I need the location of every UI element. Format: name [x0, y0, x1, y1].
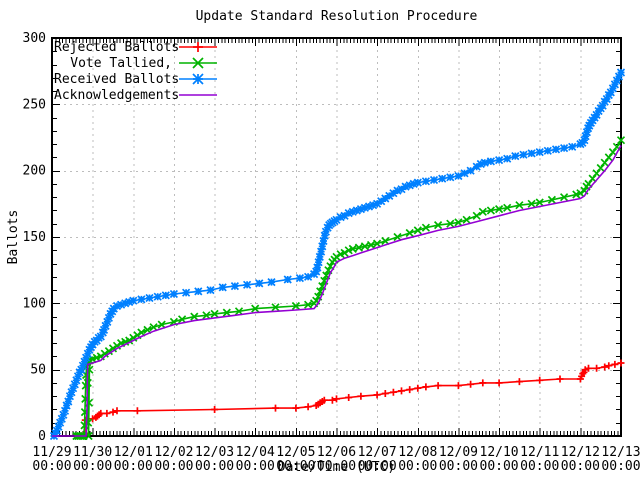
series-acknowledgements [52, 145, 622, 437]
x-tick-label-time: 00:00 [520, 459, 559, 474]
x-axis-label: Date/Time (UTC) [277, 460, 396, 475]
legend-sample-cross-marker-icon [179, 57, 217, 69]
legend-sample-plus-marker-icon [179, 42, 217, 52]
x-tick-label-time: 00:00 [114, 459, 153, 474]
x-tick-label-date: 12/01 [114, 445, 153, 460]
series-vote-tallied [72, 136, 626, 441]
x-tick-label-time: 00:00 [236, 459, 275, 474]
y-tick-label: 50 [30, 363, 46, 378]
legend-label: Received Ballots [54, 71, 180, 87]
legend-item-vote-tallied: Vote Tallied, [54, 55, 219, 71]
x-tick-label-time: 00:00 [73, 459, 112, 474]
x-tick-label-date: 12/07 [358, 445, 397, 460]
x-tick-label-time: 00:00 [398, 459, 437, 474]
x-tick-label-date: 12/06 [317, 445, 356, 460]
plot-border [51, 37, 622, 437]
x-tick-label-date: 12/11 [520, 445, 559, 460]
x-tick-label-time: 00:00 [317, 459, 356, 474]
x-tick-label-date: 12/13 [601, 445, 640, 460]
series-rejected-ballots [79, 359, 625, 440]
x-tick-label-time: 00:00 [439, 459, 478, 474]
x-tick-label-time: 00:00 [154, 459, 193, 474]
x-tick-label-date: 11/29 [32, 445, 71, 460]
x-tick-label-date: 12/03 [195, 445, 234, 460]
y-tick-label: 100 [23, 296, 46, 311]
x-tick-label-date: 12/05 [276, 445, 315, 460]
x-tick-label-date: 12/12 [561, 445, 600, 460]
gridlines [52, 38, 621, 436]
x-tick-label-date: 12/08 [398, 445, 437, 460]
legend-item-acknowledgements: Acknowledgements [54, 87, 219, 103]
series-markers-rejected-ballots [79, 359, 625, 440]
x-tick-label-date: 12/10 [480, 445, 519, 460]
x-tick-label-time: 00:00 [195, 459, 234, 474]
y-axis-label: Ballots [6, 209, 21, 265]
chart-title: Update Standard Resolution Procedure [195, 9, 478, 24]
x-tick-label-time: 00:00 [276, 459, 315, 474]
x-tick-label-date: 11/30 [73, 445, 112, 460]
x-tick-label-time: 00:00 [601, 459, 640, 474]
x-tick-label-time: 00:00 [480, 459, 519, 474]
series-line-acknowledgements [52, 145, 622, 437]
x-tick-label-date: 12/09 [439, 445, 478, 460]
y-tick-label: 250 [23, 97, 46, 112]
legend-sample-star-marker-icon [179, 73, 217, 85]
tick-labels: 05010015020025030011/2900:0011/3000:0012… [23, 31, 640, 474]
y-tick-label: 300 [23, 31, 46, 46]
legend-label: Vote Tallied, [70, 55, 172, 71]
x-tick-label-date: 12/04 [236, 445, 275, 460]
y-tick-label: 0 [38, 429, 46, 444]
legend-sample-none-marker-icon [179, 94, 217, 96]
legend-item-rejected-ballots: Rejected Ballots [54, 39, 219, 55]
y-tick-label: 150 [23, 230, 46, 245]
series-line-vote-tallied [76, 139, 622, 437]
legend-label: Acknowledgements [54, 87, 180, 103]
legend-item-received-ballots: Received Ballots [54, 71, 219, 87]
x-tick-label-date: 12/02 [154, 445, 193, 460]
x-tick-label-time: 00:00 [561, 459, 600, 474]
legend-label: Rejected Ballots [54, 39, 180, 55]
legend: Rejected Ballots Vote Tallied, Received Ba… [54, 39, 219, 103]
x-tick-label-time: 00:00 [358, 459, 397, 474]
x-tick-label-time: 00:00 [32, 459, 71, 474]
y-tick-label: 200 [23, 164, 46, 179]
